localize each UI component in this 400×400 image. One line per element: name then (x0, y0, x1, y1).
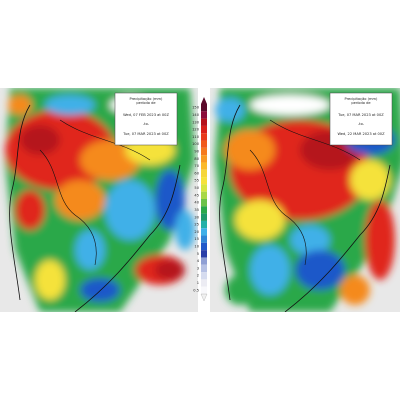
colorbar-swatch (201, 272, 207, 280)
colorbar-swatch (201, 184, 207, 192)
border (249, 119, 361, 266)
colorbar-swatch (201, 133, 207, 141)
rain-area (340, 275, 370, 305)
legend-title: Precipitação (mm) (130, 97, 164, 101)
colorbar-label: 3 (197, 266, 199, 270)
colorbar-swatch (201, 250, 207, 258)
colorbar-label: 100 (192, 142, 200, 146)
colorbar-label: 110 (192, 135, 200, 139)
colorbar-label: 55 (194, 179, 199, 183)
rain-area (20, 125, 60, 155)
colorbar-swatch (201, 242, 207, 251)
rain-area (105, 180, 155, 240)
rain-area (215, 98, 245, 122)
rain-area (235, 200, 285, 240)
colorbar-label: 60 (194, 171, 199, 175)
rain-area (250, 95, 330, 115)
legend-start: Tue, 07 MAR 2023 at 00Z (337, 113, 384, 117)
colorbar-swatch (201, 228, 207, 236)
colorbar-swatch (201, 199, 207, 207)
legend-separator: -to- (358, 122, 365, 126)
legend-title: Precipitação (mm) (345, 97, 379, 101)
colorbar-label: 120 (192, 128, 200, 132)
legend-separator: -to- (143, 122, 150, 126)
colorbar-swatch (201, 118, 207, 126)
colorbar-swatch (201, 257, 207, 265)
rain-area (155, 260, 185, 280)
colorbar-swatch (201, 206, 207, 214)
colorbar-swatch (201, 177, 207, 185)
legend-subtitle: período de (351, 101, 371, 105)
colorbar-swatch (201, 169, 207, 178)
colorbar-label: 80 (194, 157, 199, 161)
colorbar-label: 5 (197, 252, 199, 256)
colorbar-label: 4 (197, 259, 200, 263)
colorbar-swatch (201, 286, 207, 294)
precipitation-map: Precipitação (mm)período de Tue, 07 MAR 2… (210, 88, 400, 312)
rain-area (295, 250, 345, 290)
rain-area (75, 230, 105, 270)
colorbar-label: 140 (192, 113, 200, 117)
colorbar-label: 15 (194, 237, 199, 241)
colorbar-swatch (201, 220, 207, 229)
colorbar-swatch (201, 279, 207, 287)
legend-subtitle: período de (136, 101, 156, 105)
colorbar-label: 25 (194, 223, 199, 227)
rain-area (80, 278, 120, 302)
colorbar-label: 40 (194, 201, 199, 205)
rain-area (45, 95, 95, 115)
colorbar-swatch (201, 104, 207, 112)
rain-area (225, 275, 255, 305)
colorbar-label: 45 (194, 193, 199, 197)
colorbar-swatch (201, 147, 207, 156)
legend-box (114, 92, 178, 146)
colorbar-swatch (201, 162, 207, 170)
rain-area (350, 160, 390, 200)
colorbar-arrow-top (201, 97, 207, 104)
coastline (219, 104, 391, 312)
precipitation-map: Precipitação (mm)período de Wed, 07 FEB 2… (0, 88, 198, 312)
colorbar-label: 2 (197, 274, 199, 278)
colorbar-label: 150 (192, 106, 200, 110)
legend-start: Wed, 07 FEB 2023 at 00Z (123, 113, 169, 117)
colorbar-swatch (201, 125, 207, 134)
rain-area (175, 210, 195, 250)
colorbar-label: 90 (194, 150, 199, 154)
colorbar-arrow-bottom (200, 293, 208, 302)
colorbar-label: 70 (194, 164, 199, 168)
colorbar-label: 30 (194, 215, 199, 219)
rain-area (35, 260, 65, 300)
colorbar-swatch (201, 191, 207, 199)
colorbar-label: 50 (194, 186, 199, 190)
colorbar-label: 10 (194, 245, 199, 249)
rain-area (15, 190, 45, 230)
coastline (9, 104, 181, 312)
rain-area (250, 245, 290, 295)
colorbar-swatch (201, 264, 207, 273)
rain-area (365, 200, 395, 280)
colorbar-label: 35 (194, 208, 199, 212)
colorbar-label: 0.5 (193, 288, 199, 292)
border (39, 119, 151, 266)
colorbar-label: 20 (194, 230, 199, 234)
rain-area (8, 95, 32, 115)
legend-end: Wed, 22 MAR 2023 at 00Z (337, 132, 385, 136)
colorbar-label: 130 (192, 120, 200, 124)
colorbar-swatch (201, 155, 207, 163)
rain-area (290, 225, 330, 255)
colorbar-swatch (201, 213, 207, 221)
legend-box (329, 92, 393, 146)
rain-area (155, 170, 185, 230)
colorbar-label: 1 (197, 281, 199, 285)
colorbar-swatch (201, 140, 207, 148)
colorbar-swatch (201, 235, 207, 243)
legend-end: Tue, 07 MAR 2023 at 00Z (122, 132, 169, 136)
colorbar-swatch (201, 111, 207, 119)
rain-area (55, 180, 105, 220)
colorbar: 1501401301201101009080706055504540353025… (192, 97, 208, 302)
